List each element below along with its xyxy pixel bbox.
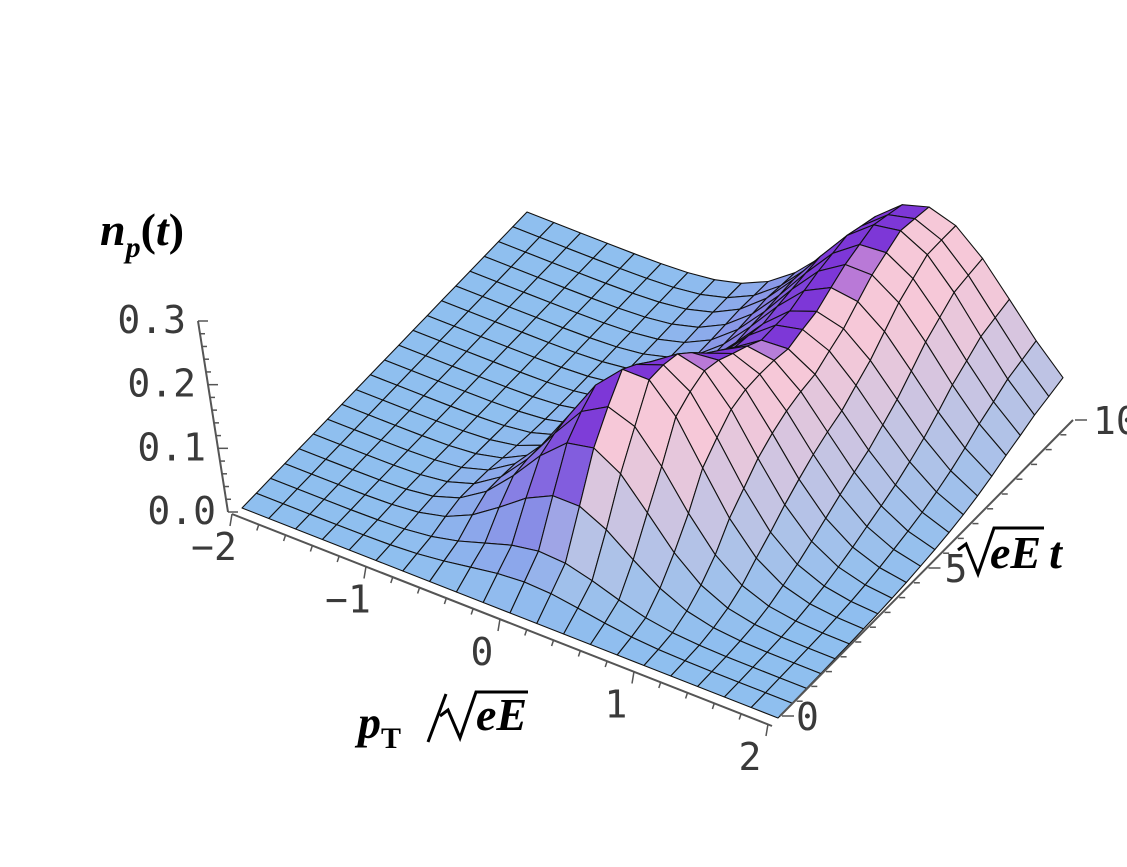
tick-mark xyxy=(765,723,769,737)
tick-mark xyxy=(229,513,233,527)
z-axis-line xyxy=(197,320,229,513)
tick-mark xyxy=(256,524,260,531)
y-tick-label: 0 xyxy=(796,695,819,739)
y-tick-label: 5 xyxy=(945,547,968,591)
tick-mark xyxy=(282,534,287,542)
x-axis-tick-labels: −2 −1 0 1 2 xyxy=(191,525,761,779)
z-tick-label: 0.2 xyxy=(127,362,196,406)
tick-mark xyxy=(738,713,742,720)
x-tick-label: 1 xyxy=(605,683,628,727)
tick-mark xyxy=(363,566,367,579)
tick-mark xyxy=(470,608,474,615)
tick-mark xyxy=(604,660,608,668)
x-tick-label: −2 xyxy=(191,525,237,569)
tick-mark xyxy=(524,629,528,636)
z-tick-label: 0.0 xyxy=(147,489,216,533)
tick-mark xyxy=(309,545,314,552)
x-tick-label: 2 xyxy=(739,735,762,779)
surface-mesh xyxy=(241,204,1064,719)
tick-mark xyxy=(684,692,689,699)
y-axis-label: eE t xyxy=(957,526,1063,579)
x-axis-line xyxy=(231,513,773,727)
z-axis-minor-ticks xyxy=(198,320,238,513)
y-axis-minor-ticks xyxy=(782,419,1087,717)
z-tick-label: 0.1 xyxy=(137,425,206,469)
y-axis-tick-labels: 0 5 10 xyxy=(796,399,1127,739)
x-axis-minor-ticks xyxy=(229,513,769,737)
tick-mark xyxy=(711,702,716,710)
tick-mark xyxy=(550,639,555,647)
x-tick-label: 0 xyxy=(471,630,494,674)
z-axis-tick-labels: 0.0 0.1 0.2 0.3 xyxy=(117,298,216,533)
z-tick-label: 0.3 xyxy=(117,298,186,342)
tick-mark xyxy=(336,555,340,563)
svg-text:eE: eE xyxy=(476,689,527,740)
y-tick-label: 10 xyxy=(1093,399,1127,443)
tick-mark xyxy=(497,618,501,632)
tick-mark xyxy=(631,671,635,684)
svg-text:eEt: eE t xyxy=(990,527,1063,578)
tick-mark xyxy=(416,587,421,594)
x-axis-label: pT eE xyxy=(354,689,528,755)
tick-mark xyxy=(390,576,394,584)
tick-mark xyxy=(658,681,662,689)
tick-mark xyxy=(577,650,582,657)
y-axis-line xyxy=(779,419,1074,717)
axes xyxy=(197,320,1087,737)
tick-mark xyxy=(443,597,448,605)
z-axis-label: np(t) xyxy=(100,204,184,264)
svg-text:pT: pT xyxy=(354,697,401,755)
x-tick-label: −1 xyxy=(325,578,371,622)
